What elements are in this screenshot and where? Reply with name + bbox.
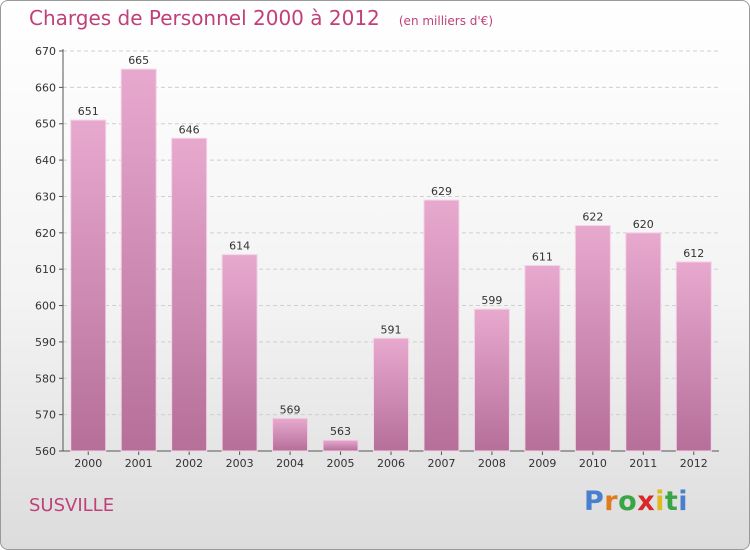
bar-value-label: 569 — [280, 403, 301, 416]
y-tick-label: 600 — [35, 300, 56, 313]
x-tick-label: 2012 — [680, 457, 708, 470]
logo-letter: r — [604, 486, 619, 517]
y-tick-label: 640 — [35, 154, 56, 167]
y-tick-label: 650 — [35, 118, 56, 131]
x-tick-label: 2005 — [327, 457, 355, 470]
proxiti-logo: Proxiti — [584, 486, 688, 517]
bar-value-label: 614 — [229, 240, 250, 253]
x-tick-label: 2010 — [579, 457, 607, 470]
x-tick-label: 2011 — [629, 457, 657, 470]
bar — [373, 337, 409, 452]
bar — [625, 232, 662, 452]
y-tick-label: 560 — [35, 445, 56, 458]
y-tick-label: 670 — [35, 45, 56, 58]
logo-letter: i — [655, 486, 665, 517]
bar — [675, 261, 712, 452]
bar-value-label: 599 — [481, 294, 502, 307]
bar-value-label: 620 — [633, 218, 654, 231]
tick-labels: 560 570 580 590 600 610 620 630 640 650 660 670 2000… — [35, 45, 708, 470]
chart-subtitle: (en milliers d'€) — [398, 14, 493, 28]
bar-value-label: 612 — [683, 247, 704, 260]
logo-letter: P — [584, 486, 605, 517]
value-labels: 651 665 646 614 569 563 591 629 599 611 622 620 612 — [78, 54, 705, 438]
y-tick-label: 610 — [35, 263, 56, 276]
bars — [70, 68, 712, 452]
bar — [322, 439, 359, 452]
bar — [574, 225, 611, 452]
bar — [70, 119, 107, 452]
bar — [120, 68, 157, 452]
x-tick-label: 2006 — [377, 457, 405, 470]
bar — [221, 254, 258, 452]
chart-title: Charges de Personnel 2000 à 2012 — [29, 6, 380, 30]
y-tick-label: 630 — [35, 190, 56, 203]
y-tick-label: 590 — [35, 336, 56, 349]
x-tick-label: 2009 — [528, 457, 556, 470]
y-tick-label: 620 — [35, 227, 56, 240]
y-tick-label: 580 — [35, 372, 56, 385]
bar-value-label: 646 — [179, 123, 200, 136]
bar-value-label: 651 — [78, 105, 99, 118]
x-tick-label: 2003 — [226, 457, 254, 470]
bar-value-label: 622 — [582, 211, 603, 224]
bar — [473, 308, 510, 452]
bar-value-label: 591 — [381, 323, 402, 336]
commune-name: SUSVILLE — [29, 495, 115, 516]
bar — [423, 199, 460, 452]
x-tick-label: 2007 — [427, 457, 455, 470]
y-tick-label: 570 — [35, 409, 56, 422]
bar-value-label: 629 — [431, 185, 452, 198]
logo-letter: x — [637, 486, 656, 517]
bar-value-label: 563 — [330, 425, 351, 438]
bar-value-label: 611 — [532, 251, 553, 264]
x-tick-label: 2000 — [74, 457, 102, 470]
x-tick-label: 2001 — [125, 457, 153, 470]
bar — [272, 417, 309, 452]
x-tick-label: 2002 — [175, 457, 203, 470]
x-tick-label: 2004 — [276, 457, 304, 470]
title-row: Charges de Personnel 2000 à 2012 (en mil… — [29, 6, 493, 30]
bar-value-label: 665 — [128, 54, 149, 67]
bar — [171, 137, 208, 452]
logo-letter: t — [664, 486, 679, 517]
logo-letter: o — [618, 486, 638, 517]
logo-letter: i — [678, 486, 689, 517]
y-tick-label: 660 — [35, 81, 56, 94]
x-tick-label: 2008 — [478, 457, 506, 470]
bar — [524, 265, 561, 452]
